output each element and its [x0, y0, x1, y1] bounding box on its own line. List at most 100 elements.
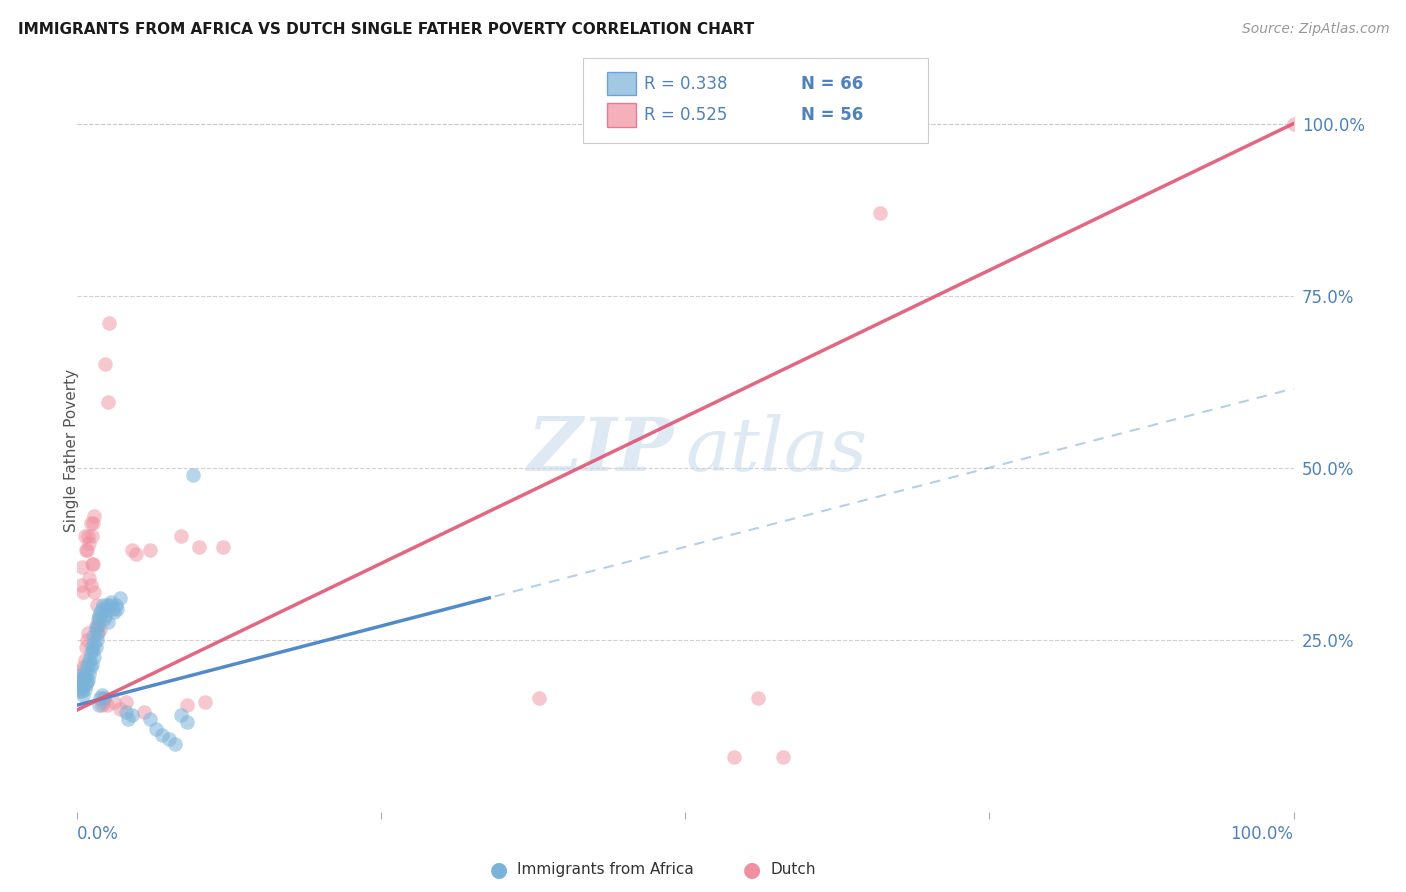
Point [163, 737, 186, 751]
Point [70, 684, 93, 698]
Point [723, 749, 745, 764]
Y-axis label: Single Father Poverty: Single Father Poverty [65, 369, 79, 532]
Text: 0.0%: 0.0% [77, 825, 120, 843]
Point [90, 688, 112, 702]
Point [84, 640, 107, 654]
Text: R = 0.338: R = 0.338 [644, 75, 727, 93]
Point [77, 673, 100, 687]
Point [70, 667, 93, 681]
Text: 100.0%: 100.0% [1230, 825, 1294, 843]
Point [72, 584, 94, 599]
Point [121, 708, 143, 723]
Point [176, 715, 198, 730]
Point [97, 395, 120, 409]
Point [70, 673, 93, 688]
Point [69, 684, 91, 698]
Point [96, 599, 118, 613]
Point [170, 529, 193, 543]
Point [89, 623, 111, 637]
Point [139, 543, 162, 558]
Text: N = 66: N = 66 [801, 75, 863, 93]
Point [747, 691, 769, 706]
Text: Source: ZipAtlas.com: Source: ZipAtlas.com [1241, 22, 1389, 37]
Point [87, 612, 110, 626]
Point [70, 560, 93, 574]
Point [105, 599, 128, 613]
Point [176, 698, 198, 712]
Point [93, 691, 115, 706]
Point [80, 640, 103, 654]
Point [89, 612, 111, 626]
Point [72, 673, 94, 687]
Point [87, 619, 110, 633]
Point [97, 615, 120, 630]
Point [89, 691, 111, 706]
Point [70, 671, 93, 685]
Point [86, 599, 108, 613]
Point [73, 682, 96, 697]
Point [72, 688, 94, 702]
Point [70, 671, 93, 685]
Point [80, 657, 103, 671]
Point [80, 516, 103, 530]
Point [139, 712, 162, 726]
Point [72, 660, 94, 674]
Point [103, 605, 125, 619]
Text: Immigrants from Africa: Immigrants from Africa [517, 863, 695, 877]
Point [75, 677, 97, 691]
Point [79, 536, 101, 550]
Point [75, 667, 97, 681]
Point [115, 705, 138, 719]
Point [76, 675, 98, 690]
Point [152, 728, 174, 742]
Point [97, 316, 120, 330]
Point [83, 508, 105, 523]
Point [70, 677, 93, 691]
Point [77, 529, 100, 543]
Point [91, 599, 114, 613]
Text: ●: ● [744, 860, 761, 880]
Point [79, 571, 101, 585]
Point [75, 543, 97, 558]
Point [1282, 117, 1305, 131]
Point [170, 708, 193, 723]
Point [80, 647, 103, 661]
Point [869, 206, 891, 220]
Text: Dutch: Dutch [770, 863, 815, 877]
Point [96, 698, 118, 712]
Point [69, 673, 91, 688]
Point [212, 540, 235, 554]
Point [100, 595, 122, 609]
Point [84, 619, 107, 633]
Point [82, 643, 104, 657]
Text: IMMIGRANTS FROM AFRICA VS DUTCH SINGLE FATHER POVERTY CORRELATION CHART: IMMIGRANTS FROM AFRICA VS DUTCH SINGLE F… [18, 22, 755, 37]
Point [73, 529, 96, 543]
Point [157, 732, 180, 747]
Point [108, 701, 131, 715]
Point [98, 599, 121, 613]
Text: ZIP: ZIP [527, 414, 673, 487]
Point [83, 649, 105, 664]
Point [181, 467, 204, 482]
Point [91, 695, 114, 709]
Point [103, 695, 125, 709]
Point [89, 605, 111, 619]
Point [90, 698, 112, 712]
Point [529, 691, 551, 706]
Point [70, 577, 93, 591]
Point [89, 608, 111, 623]
Point [80, 660, 103, 674]
Point [70, 664, 93, 678]
Point [76, 660, 98, 674]
Point [69, 677, 91, 691]
Point [83, 584, 105, 599]
Point [79, 653, 101, 667]
Point [84, 623, 107, 637]
Point [80, 557, 103, 571]
Point [76, 543, 98, 558]
Text: R = 0.525: R = 0.525 [644, 106, 727, 124]
Point [82, 557, 104, 571]
Point [86, 632, 108, 647]
Point [80, 577, 103, 591]
Point [90, 601, 112, 615]
